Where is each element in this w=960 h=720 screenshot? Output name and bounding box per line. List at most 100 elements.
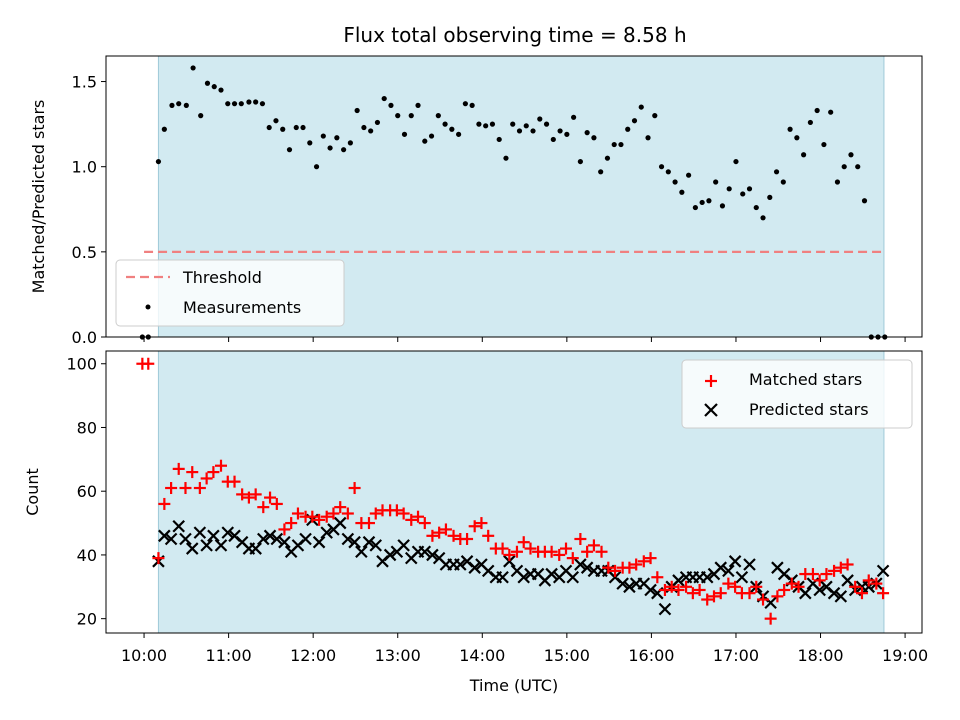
predicted-point	[735, 570, 749, 584]
matched-point	[433, 526, 446, 539]
matched-point	[412, 510, 425, 523]
predicted-point	[700, 570, 714, 584]
measurement-point	[787, 126, 793, 132]
predicted-point	[200, 539, 213, 552]
measurement-point	[645, 135, 651, 141]
y-tick-label: 60	[77, 482, 97, 501]
matched-point	[418, 517, 431, 530]
predicted-point	[179, 532, 192, 546]
y-tick-label: 1.5	[72, 73, 97, 92]
measurement-point	[604, 155, 611, 161]
matched-point	[291, 507, 304, 520]
measurement-point	[313, 164, 320, 170]
matched-point	[680, 580, 693, 593]
matched-point	[870, 577, 883, 590]
measurement-point	[415, 102, 421, 108]
measurement-point	[381, 95, 387, 102]
measurement-point	[259, 101, 266, 107]
matched-point	[623, 561, 636, 574]
measurement-point	[780, 179, 786, 185]
measurement-point	[523, 123, 529, 129]
predicted-point	[799, 586, 812, 600]
measurement-point	[374, 119, 381, 126]
measurements-legend-swatch	[145, 304, 151, 310]
measurement-point	[280, 126, 286, 132]
count-panel-frame	[105, 350, 923, 634]
matched-point	[517, 536, 530, 549]
predicted-point	[299, 532, 312, 546]
x-tick-label: 19:00	[882, 646, 928, 665]
measurement-point	[658, 164, 665, 170]
predicted-point	[743, 558, 756, 571]
measurement-point	[273, 118, 279, 124]
predicted-point	[426, 548, 439, 562]
measurement-point	[740, 191, 746, 197]
matched-point	[806, 568, 819, 581]
x-tick-label: 18:00	[797, 646, 843, 665]
measurement-point	[577, 158, 583, 165]
ratio-panel: 0.0 0.5 1.0 1.5 Matched/Predicted stars Thr…	[29, 55, 923, 347]
matched-point	[257, 501, 270, 514]
matched-point	[397, 507, 410, 520]
measurement-point	[334, 135, 340, 141]
matched-point	[630, 558, 643, 571]
predicted-point	[263, 529, 277, 543]
matched-point	[369, 507, 382, 520]
measurement-point	[483, 123, 489, 129]
measurement-point	[190, 65, 196, 71]
matched-point	[482, 529, 495, 542]
matched-point	[270, 497, 283, 510]
measurement-point	[598, 169, 604, 175]
matched-point	[200, 472, 213, 485]
matched-point	[142, 357, 155, 370]
matched-point	[306, 510, 319, 523]
measurement-point	[679, 189, 685, 195]
x-tick-label: 13:00	[375, 646, 421, 665]
ratio-panel-frame	[105, 55, 923, 338]
matched-point	[179, 482, 192, 495]
predicted-point	[320, 526, 333, 539]
measurement-point	[686, 172, 692, 178]
measurement-point	[760, 215, 766, 221]
measurement-point	[320, 133, 326, 139]
measurement-point	[354, 107, 360, 114]
matched-point	[855, 587, 868, 600]
predicted-point	[164, 532, 178, 546]
measurement-point	[516, 128, 523, 134]
measurement-point	[442, 121, 448, 127]
predicted-point	[193, 526, 207, 539]
x-tick-label: 12:00	[290, 646, 336, 665]
measurement-point	[841, 164, 847, 170]
measurement-point	[699, 199, 705, 206]
predicted-point	[454, 558, 467, 571]
measurement-point	[198, 113, 204, 119]
measurement-point	[848, 152, 854, 158]
matched-point	[152, 552, 165, 565]
matched-point	[778, 583, 791, 596]
matched-point	[503, 548, 516, 561]
predicted-point	[355, 545, 368, 559]
measurement-point	[794, 135, 800, 141]
measurement-point	[828, 109, 834, 115]
x-tick-label: 10:00	[121, 646, 167, 665]
matched-point	[320, 510, 333, 523]
matched-point	[447, 529, 460, 542]
matched-point	[207, 466, 220, 479]
measurement-point	[638, 104, 644, 110]
matched-point	[348, 482, 361, 495]
matched-point	[439, 523, 452, 536]
measurement-point	[462, 101, 468, 107]
measurement-point	[246, 99, 252, 105]
measurement-point	[361, 124, 367, 131]
measurement-point	[672, 179, 678, 185]
matched-point	[566, 552, 579, 565]
measurement-point	[422, 138, 428, 144]
measurement-point	[476, 121, 482, 127]
matched-point	[862, 574, 875, 587]
predicted-point	[333, 516, 347, 530]
measurement-point	[428, 133, 435, 139]
predicted-point	[207, 529, 220, 543]
ratio-y-axis-label: Matched/Predicted stars	[29, 100, 48, 294]
measurement-point	[503, 155, 509, 161]
matched-point	[729, 580, 742, 593]
